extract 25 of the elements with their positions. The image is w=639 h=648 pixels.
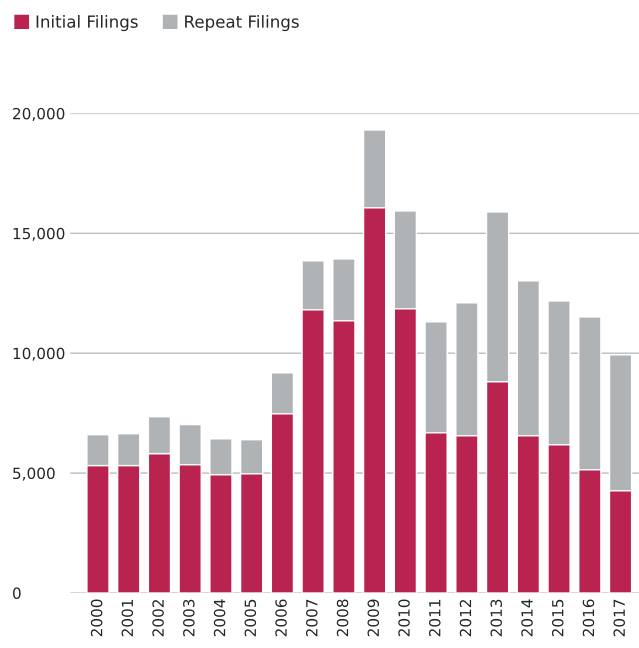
x-tick-label: 2005 xyxy=(244,600,256,636)
x-tick-label: 2010 xyxy=(398,599,410,636)
x-tick-label: 2003 xyxy=(183,600,195,636)
y-tick-label: 15,000 xyxy=(14,228,64,241)
y-tick-label: 20,000 xyxy=(13,108,64,121)
x-tick-label: 2016 xyxy=(582,599,594,636)
x-tick-label: 2000 xyxy=(90,599,102,636)
y-tick-label: 0 xyxy=(12,587,21,599)
x-tick-label: 2015 xyxy=(552,600,564,636)
x-tick-label: 2002 xyxy=(152,600,164,636)
x-tick-label: 2001 xyxy=(122,600,134,636)
x-tick-label: 2013 xyxy=(490,600,502,636)
x-tick-label: 2011 xyxy=(428,600,441,636)
y-tick-label: 10,000 xyxy=(14,348,64,361)
x-tick-label: 2004 xyxy=(214,599,226,636)
legend-label: Repeat Filings xyxy=(185,15,299,32)
x-tick-label: 2007 xyxy=(306,600,318,636)
legend-label: Initial Filings xyxy=(36,15,138,32)
x-tick-label: 2014 xyxy=(521,599,533,636)
y-tick-label: 5,000 xyxy=(13,468,55,481)
x-tick-label: 2008 xyxy=(336,600,348,636)
x-tick-label: 2006 xyxy=(275,599,287,636)
x-tick-label: 2012 xyxy=(460,600,472,636)
x-tick-label: 2009 xyxy=(368,600,380,636)
x-tick-label: 2017 xyxy=(613,600,625,636)
